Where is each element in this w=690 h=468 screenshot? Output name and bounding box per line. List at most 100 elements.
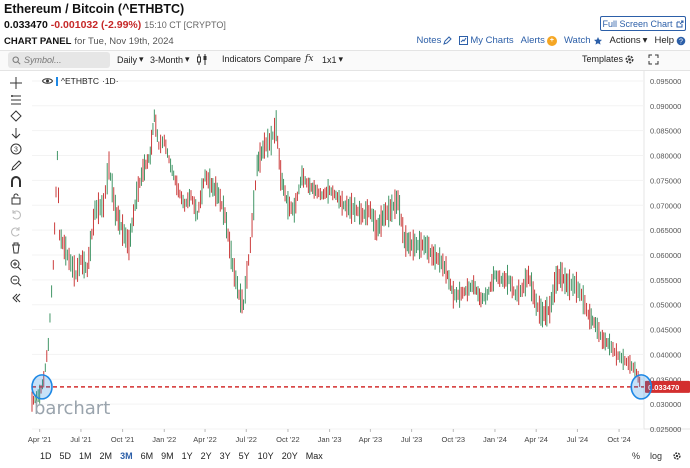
end-highlight-circle [630,374,653,400]
fib-tool[interactable]: 3 [5,141,27,158]
range-9m[interactable]: 9M [161,451,174,461]
y-tick-label: 0.055000 [650,276,681,285]
range-1m[interactable]: 1M [79,451,92,461]
lock-tool[interactable] [5,191,27,208]
collapse-icon [12,293,21,303]
y-tick-label: 0.080000 [650,152,681,161]
edit-icon [443,36,453,45]
crosshair-tool[interactable] [5,75,27,92]
delete-tool[interactable] [5,240,27,257]
log-scale-button[interactable]: log [649,451,662,461]
symbol-search-input[interactable]: Symbol... [8,52,110,68]
fullscreen-toggle-button[interactable] [648,54,659,65]
y-tick-label: 0.050000 [650,301,681,310]
trend-line-tool[interactable] [5,92,27,109]
interval-select[interactable]: Daily ▾ [117,54,144,65]
chart-panel-heading: CHART PANEL for Tue, Nov 19th, 2024 [4,36,174,47]
notes-link[interactable]: Notes [417,35,453,46]
x-tick-label: Oct '24 [607,435,631,444]
magnet-tool[interactable] [5,174,27,191]
x-tick-label: Oct '22 [276,435,300,444]
y-tick-label: 0.095000 [650,77,681,86]
range-3y[interactable]: 3Y [219,451,231,461]
period-select[interactable]: 3-Month ▾ [150,54,190,65]
range-2y[interactable]: 2Y [200,451,212,461]
fx-button[interactable]: fx [305,54,313,64]
range-2m[interactable]: 2M [99,451,113,461]
range-10y[interactable]: 10Y [257,451,274,461]
chevron-down-icon: ▾ [642,35,648,46]
chart-panel-date: for Tue, Nov 19th, 2024 [74,36,174,47]
range-6m[interactable]: 6M [140,451,154,461]
chevron-down-icon: ▾ [185,54,190,64]
price-tag-label: 0.033470 [648,383,679,392]
range-1y[interactable]: 1Y [181,451,193,461]
x-tick-label: Jan '24 [483,435,507,444]
layout-select[interactable]: 1x1 ▾ [322,54,343,65]
settings-button[interactable] [624,54,635,65]
full-screen-chart-label: Full Screen Chart [602,18,673,29]
x-tick-label: Jul '22 [236,435,257,444]
my-charts-link[interactable]: My Charts [459,35,514,46]
percent-scale-button[interactable]: % [631,451,640,461]
x-tick-label: Jan '23 [318,435,342,444]
range-5d[interactable]: 5D [59,451,72,461]
help-label: Help [654,35,674,46]
redo-icon [11,226,20,237]
indicators-button[interactable]: Indicators [222,54,261,64]
full-screen-chart-button[interactable]: Full Screen Chart [600,16,686,31]
gear-icon[interactable] [672,451,682,461]
x-tick-label: Oct '21 [111,435,135,444]
period-label: 3-Month [150,54,184,65]
price-summary: 0.033470 -0.001032 (-2.99%) 15:10 CT [CRYP… [4,19,226,31]
collapse-tool[interactable] [5,290,27,307]
scale-options: % log [632,451,682,461]
actions-menu[interactable]: Actions ▾ [610,35,648,46]
range-1d[interactable]: 1D [40,451,52,461]
y-tick-label: 0.075000 [650,176,681,185]
range-5y[interactable]: 5Y [238,451,250,461]
chart-type-button[interactable] [196,54,208,65]
pencil-tool[interactable] [5,158,27,175]
y-tick-label: 0.045000 [650,326,681,335]
arrow-tool[interactable] [5,125,27,142]
shapes-tool[interactable] [5,108,27,125]
barchart-logo: barchart [34,398,111,419]
x-tick-label: Jul '23 [401,435,422,444]
zoom-out-icon [10,275,22,287]
page-title: Ethereum / Bitcoin (^ETHBTC) [4,2,185,16]
alerts-link[interactable]: Alerts + [521,35,557,46]
chart-icon [459,36,469,45]
y-tick-label: 0.060000 [650,251,681,260]
chart-toolbar [0,50,690,71]
drawing-toolbar: 3 [5,75,27,306]
range-max[interactable]: Max [305,451,323,461]
range-3m[interactable]: 3M [120,451,133,461]
range-selector: 1D 5D 1M 2M 3M 6M 9M 1Y 2Y 3Y 5Y 10Y 20Y Max [40,451,331,461]
redo-tool[interactable] [5,224,27,241]
x-tick-label: Jan '22 [152,435,176,444]
zoom-in-icon [10,259,22,271]
x-tick-label: Apr '22 [193,435,217,444]
y-tick-label: 0.090000 [650,102,681,111]
trash-icon [12,242,20,254]
eye-icon[interactable] [42,77,53,85]
help-link[interactable]: Help ? [654,35,686,46]
zoom-out-tool[interactable] [5,273,27,290]
undo-tool[interactable] [5,207,27,224]
layout-label: 1x1 [322,54,337,65]
range-20y[interactable]: 20Y [281,451,298,461]
indicators-label: Indicators [222,54,262,64]
watch-link[interactable]: Watch [564,35,603,46]
zoom-in-tool[interactable] [5,257,27,274]
search-icon [12,56,21,65]
templates-button[interactable]: Templates [582,54,623,64]
chevron-down-icon: ▾ [139,54,144,64]
y-tick-label: 0.065000 [650,226,681,235]
compare-button[interactable]: Compare [264,54,301,64]
pencil-icon [11,160,22,171]
external-link-icon [676,20,684,27]
magnet-icon [11,176,21,188]
legend-interval: ·1D· [102,76,119,86]
